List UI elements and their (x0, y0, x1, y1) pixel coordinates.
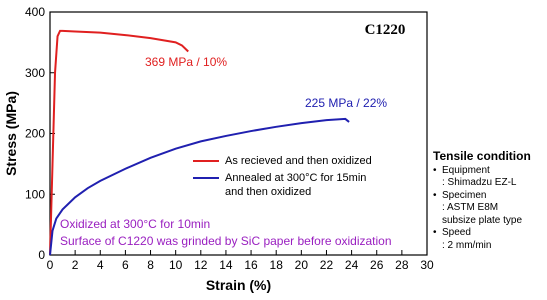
side-detail: : ASTM E8M (442, 202, 499, 213)
legend-swatch (193, 177, 219, 179)
x-tick-label: 4 (97, 258, 104, 272)
x-tick-label: 12 (194, 258, 208, 272)
x-tick-label: 26 (370, 258, 384, 272)
x-tick-label: 0 (47, 258, 54, 272)
legend: As recieved and then oxidized Annealed at… (193, 154, 385, 202)
annotation: Oxidized at 300°C for 10min (60, 217, 210, 231)
x-tick-label: 18 (270, 258, 284, 272)
y-axis-label: Stress (MPa) (3, 91, 19, 176)
y-tick-label: 300 (25, 66, 45, 80)
legend-entry: Annealed at 300°C for 15min and then oxi… (193, 171, 385, 199)
x-tick-label: 6 (122, 258, 129, 272)
data-line (49, 117, 350, 256)
side-detail: : 2 mm/min (442, 239, 492, 251)
data-line (49, 29, 189, 256)
side-detail: subsize plate type (442, 214, 523, 226)
legend-swatch (193, 160, 219, 162)
annotation: 369 MPa / 10% (145, 55, 227, 69)
annotation: 225 MPa / 22% (305, 96, 387, 110)
x-tick-label: 16 (244, 258, 258, 272)
x-tick-label: 14 (219, 258, 233, 272)
x-tick-label: 22 (320, 258, 334, 272)
y-tick-label: 400 (25, 5, 45, 19)
side-title: Tensile condition (433, 149, 531, 163)
y-tick-label: 0 (38, 248, 45, 262)
x-tick-label: 8 (147, 258, 154, 272)
side-panel: Tensile condition Equipment: Shimadzu EZ… (433, 150, 545, 252)
annotation: C1220 (365, 22, 406, 38)
legend-entry: As recieved and then oxidized (193, 154, 385, 168)
x-tick-label: 24 (345, 258, 359, 272)
side-item: Specimen (433, 190, 545, 203)
y-tick-label: 200 (25, 127, 45, 141)
y-tick-label: 100 (25, 187, 45, 201)
x-tick-label: 20 (295, 258, 309, 272)
legend-label: Annealed at 300°C for 15min and then oxi… (225, 172, 367, 198)
x-tick-label: 10 (169, 258, 183, 272)
side-detail: : Shimadzu EZ-L (442, 177, 517, 188)
x-tick-label: 2 (72, 258, 79, 272)
annotation: Surface of C1220 was grinded by SiC pape… (60, 234, 392, 248)
side-item: Equipment (433, 165, 545, 178)
x-tick-label: 30 (420, 258, 434, 272)
x-tick-label: 28 (395, 258, 409, 272)
legend-label: As recieved and then oxidized (225, 155, 372, 167)
side-item: Speed (433, 227, 545, 240)
x-axis-label: Strain (%) (206, 277, 271, 293)
